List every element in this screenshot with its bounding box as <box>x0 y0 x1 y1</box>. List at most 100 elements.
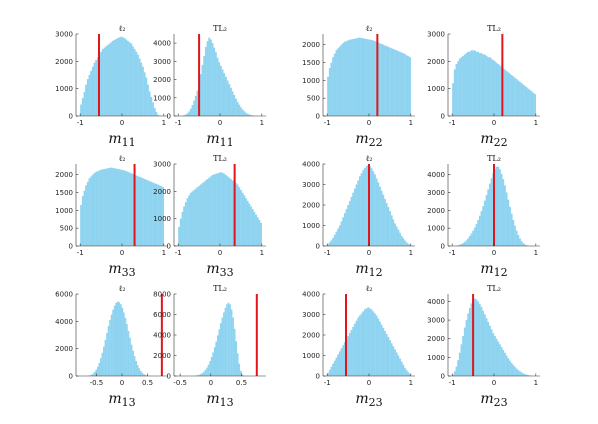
histogram-bar <box>216 173 219 246</box>
histogram-bar <box>507 199 510 246</box>
histogram-bar <box>397 355 400 376</box>
histogram-bar <box>332 57 335 116</box>
histogram-bar <box>226 176 229 246</box>
histogram-bar <box>488 57 491 116</box>
histogram-bar <box>514 77 516 116</box>
histogram-bar <box>213 174 216 246</box>
histogram-bar <box>93 62 96 116</box>
histogram-bar <box>384 45 386 116</box>
histogram-bar <box>480 307 483 376</box>
histogram-bar <box>86 79 89 116</box>
histogram-bar <box>360 313 363 376</box>
histogram-bar <box>505 192 508 246</box>
histogram-bar <box>477 301 480 376</box>
histogram-bar <box>230 87 232 116</box>
histogram-bar <box>83 190 86 246</box>
y-tick-label: 0 <box>316 243 320 251</box>
histogram-bar <box>524 374 526 376</box>
histogram-bar <box>350 329 353 377</box>
histogram-bar <box>218 329 221 376</box>
histogram-bar <box>236 353 239 376</box>
histogram-bar <box>253 211 256 246</box>
x-axis-label-subscript: 33 <box>122 266 136 279</box>
histogram-bar <box>201 64 204 116</box>
histogram-bar <box>462 55 465 116</box>
histogram-bar <box>392 48 395 116</box>
histogram-bar <box>327 243 329 246</box>
histogram-bar <box>106 168 109 246</box>
y-tick-label: 2000 <box>153 76 171 84</box>
histogram-bar <box>224 307 227 376</box>
histogram-bar <box>502 349 505 376</box>
y-tick-label: 2000 <box>427 207 445 215</box>
histogram-bar <box>363 38 366 116</box>
histogram-bar <box>478 304 481 376</box>
histogram-bar <box>394 223 396 246</box>
panel-title: ℓ₂ <box>118 284 125 293</box>
histogram-bar <box>96 171 99 246</box>
histogram-bar <box>355 320 358 376</box>
y-tick-label: 2000 <box>55 58 73 66</box>
x-axis-label: m22 <box>480 131 507 149</box>
histogram-bar <box>337 48 340 117</box>
x-axis-label-subscript: 13 <box>122 396 136 409</box>
histogram-bar <box>455 64 458 116</box>
panel-title: ℓ₂ <box>118 154 125 163</box>
histogram-bar <box>524 244 526 246</box>
histogram-bar <box>226 304 228 376</box>
histogram-bar <box>250 206 252 246</box>
histogram-bar <box>211 174 214 246</box>
panel-title: ℓ₂ <box>118 24 125 33</box>
histogram-bar <box>365 308 368 376</box>
histogram-bar <box>140 177 143 246</box>
histogram-bar <box>505 70 508 116</box>
panel-title: TL₂ <box>213 24 227 33</box>
histogram-bar <box>374 313 376 376</box>
histogram-bar <box>352 326 355 376</box>
x-axis-label: m11 <box>206 131 233 149</box>
histogram-bar <box>384 198 386 246</box>
histogram-bar <box>500 347 503 376</box>
x-tick-label: 0 <box>492 119 496 127</box>
histogram-bar <box>126 324 128 376</box>
x-tick-label: 0.5 <box>142 379 153 387</box>
x-tick-label: 0 <box>492 249 496 257</box>
y-tick-label: 0 <box>167 373 171 381</box>
y-tick-label: 2000 <box>153 352 171 360</box>
histogram-bar <box>196 90 199 116</box>
histogram-bar <box>390 343 393 376</box>
x-axis-label: m33 <box>108 261 135 279</box>
histogram-bar <box>221 172 224 246</box>
y-tick-label: 500 <box>307 95 320 103</box>
histogram-bar <box>452 83 454 116</box>
histogram-bar <box>509 206 511 246</box>
histogram-bar <box>530 91 533 116</box>
histogram-bar <box>123 312 125 376</box>
histogram-bar <box>357 180 360 246</box>
histogram-bar <box>239 370 242 377</box>
histogram-bar <box>524 85 526 116</box>
histogram-bar <box>119 304 122 376</box>
histogram-bar <box>409 57 411 116</box>
histogram-bar <box>482 54 485 116</box>
histogram-bar <box>230 179 232 246</box>
histogram-bar <box>467 313 470 376</box>
histogram-bar <box>110 42 113 117</box>
histogram-bar <box>157 114 159 116</box>
histogram-bar <box>136 365 139 376</box>
x-axis-label-subscript: 22 <box>369 136 383 149</box>
histogram-bar <box>480 53 483 116</box>
histogram-bar <box>472 230 475 246</box>
histogram-bar <box>111 167 114 246</box>
histogram-bar <box>123 170 126 246</box>
x-tick-label: 0.5 <box>236 379 247 387</box>
histogram-bar <box>105 168 108 246</box>
histogram-bar <box>213 347 216 376</box>
histogram-bar <box>209 176 212 246</box>
y-tick-label: 2000 <box>302 202 320 210</box>
histogram-bar <box>95 59 98 116</box>
histogram-bar <box>370 168 373 246</box>
histogram-bar <box>107 326 110 376</box>
